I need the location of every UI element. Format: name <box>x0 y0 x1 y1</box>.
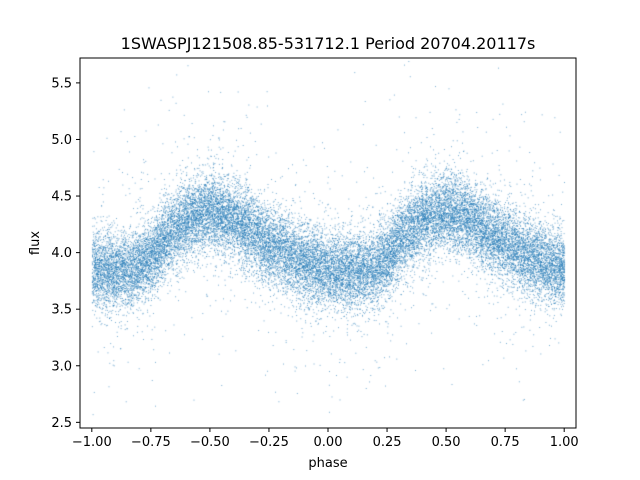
x-tick-label: −1.00 <box>72 435 112 450</box>
x-axis: −1.00 −0.75 −0.50 −0.25 0.00 0.25 0.50 0.75 1.00 <box>72 428 579 450</box>
y-tick-label: 4.0 <box>51 246 72 261</box>
scatter-points <box>80 58 576 428</box>
y-axis-label: flux <box>28 231 43 255</box>
chart-title: 1SWASPJ121508.85-531712.1 Period 20704.2… <box>121 34 536 53</box>
y-tick-label: 5.5 <box>51 76 72 91</box>
x-tick-label: 1.00 <box>550 435 579 450</box>
y-tick-label: 3.0 <box>51 359 72 374</box>
y-tick-label: 2.5 <box>51 416 72 431</box>
x-axis-label: phase <box>308 456 347 471</box>
x-tick-label: 0.75 <box>491 435 520 450</box>
plot-area <box>80 58 576 428</box>
y-tick-label: 5.0 <box>51 133 72 148</box>
x-tick-label: −0.50 <box>190 435 230 450</box>
y-tick-label: 3.5 <box>51 303 72 318</box>
x-tick-label: 0.25 <box>373 435 402 450</box>
x-tick-label: 0.50 <box>432 435 461 450</box>
x-tick-label: −0.75 <box>131 435 171 450</box>
y-tick-label: 4.5 <box>51 190 72 205</box>
y-axis: 2.5 3.0 3.5 4.0 4.5 5.0 5.5 <box>51 76 80 431</box>
x-tick-label: 0.00 <box>314 435 343 450</box>
x-tick-label: −0.25 <box>249 435 289 450</box>
